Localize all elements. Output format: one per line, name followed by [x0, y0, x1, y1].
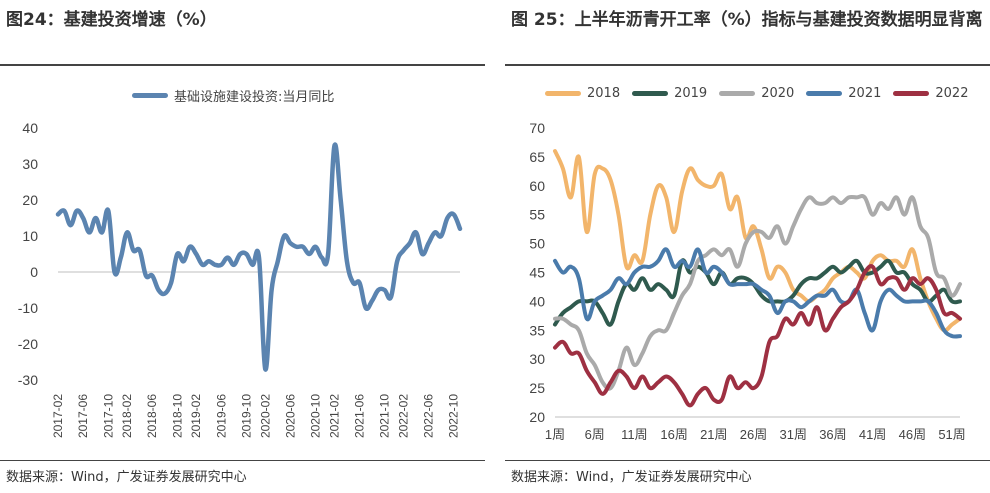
left-x-tick-label: 2018-02 [120, 394, 134, 438]
left-panel: 图24：基建投资增速（%） 基础设施建设投资:当月同比 40 30 20 10 0 -10… [0, 0, 485, 493]
left-x-tick-label: 2020-10 [309, 394, 323, 438]
right-x-tick-label: 31周 [780, 427, 807, 442]
right-y-tick-label: 70 [529, 120, 545, 136]
right-series-line-2022 [553, 264, 962, 408]
right-series-line-2019 [553, 258, 962, 327]
left-x-tick-label: 2018-10 [170, 394, 184, 438]
left-data-points [57, 145, 461, 370]
left-x-tick-label: 2022-10 [447, 394, 461, 438]
right-legend-swatch [719, 91, 756, 96]
right-panel: 图 25：上半年沥青开工率（%）指标与基建投资数据明显背离 2018 2019 20… [505, 0, 990, 493]
right-legend-label: 2018 [587, 86, 621, 101]
left-x-axis: 2017-02 2017-06 2017-10 2018-02 2018-06 2018-… [51, 394, 461, 438]
right-legend-label: 2022 [935, 86, 969, 101]
left-source: 数据来源：Wind，广发证券发展研究中心 [6, 470, 247, 485]
left-y-tick-label: 30 [22, 156, 38, 172]
right-legend-item: 2019 [632, 86, 707, 101]
left-y-tick-label: -30 [18, 372, 38, 388]
right-source-rule [505, 460, 990, 461]
right-y-tick-label: 55 [529, 207, 545, 223]
right-y-tick-label: 50 [529, 236, 545, 252]
right-x-axis: 1周 6周 11周 16周 21周 26周 31周 36周 41周 46周 51周 [545, 427, 966, 442]
left-y-tick-label: 0 [30, 264, 38, 280]
right-title-rule [505, 64, 990, 66]
right-x-tick-label: 46周 [899, 427, 926, 442]
right-source: 数据来源：Wind，广发证券发展研究中心 [511, 470, 752, 485]
left-x-tick-label: 2017-06 [76, 394, 90, 438]
left-x-tick-label: 2021-02 [327, 394, 341, 438]
left-y-tick-label: 40 [22, 120, 38, 136]
right-legend-label: 2020 [761, 86, 795, 101]
left-title-rule [0, 64, 485, 66]
right-legend-swatch [545, 91, 581, 96]
right-x-tick-label: 11周 [621, 427, 648, 442]
left-y-tick-label: 10 [22, 228, 38, 244]
right-y-tick-label: 30 [529, 351, 545, 367]
right-y-tick-label: 20 [529, 409, 545, 425]
right-y-tick-label: 60 [529, 178, 545, 194]
left-x-tick-label: 2019-06 [214, 394, 228, 438]
right-legend-swatch [632, 91, 669, 96]
left-x-tick-label: 2019-02 [189, 394, 203, 438]
right-y-axis: 70 65 60 55 50 45 40 35 30 25 20 [529, 120, 545, 425]
left-x-tick-label: 2019-10 [239, 394, 253, 438]
right-data-points-2022 [554, 266, 961, 406]
right-legend-swatch [893, 91, 930, 96]
right-legend-item: 2021 [806, 86, 881, 101]
right-x-tick-label: 16周 [660, 427, 687, 442]
right-x-tick-label: 41周 [859, 427, 886, 442]
left-x-tick-label: 2022-02 [396, 394, 410, 438]
left-y-tick-label: 20 [22, 192, 38, 208]
right-x-tick-label: 51周 [938, 427, 965, 442]
right-legend-swatch [806, 91, 843, 96]
left-x-tick-label: 2021-06 [353, 394, 367, 438]
right-legend-item: 2022 [893, 86, 968, 101]
left-y-tick-label: -20 [18, 336, 38, 352]
left-x-tick-label: 2020-06 [283, 394, 297, 438]
right-series-line-2021 [553, 247, 962, 339]
left-legend-label: 基础设施建设投资:当月同比 [174, 90, 335, 105]
left-x-tick-label: 2017-02 [51, 394, 65, 438]
left-figure-title: 图24：基建投资增速（%） [6, 10, 217, 30]
right-legend-item: 2020 [719, 86, 794, 101]
right-y-tick-label: 25 [529, 380, 545, 396]
left-y-tick-label: -10 [18, 300, 38, 316]
left-legend: 基础设施建设投资:当月同比 [132, 86, 346, 105]
right-legend-label: 2021 [848, 86, 882, 101]
left-x-tick-label: 2017-10 [101, 394, 115, 438]
right-y-tick-label: 40 [529, 293, 545, 309]
right-legend-item: 2018 [545, 86, 620, 101]
left-x-tick-label: 2022-06 [422, 394, 436, 438]
right-x-tick-label: 36周 [819, 427, 846, 442]
left-legend-item: 基础设施建设投资:当月同比 [132, 86, 334, 105]
right-legend-label: 2019 [674, 86, 708, 101]
left-series-line [55, 142, 463, 372]
right-series-line-2020 [553, 193, 962, 391]
right-x-tick-label: 26周 [740, 427, 767, 442]
left-y-axis: 40 30 20 10 0 -10 -20 -30 [18, 120, 38, 388]
right-x-tick-label: 6周 [585, 427, 605, 442]
right-y-tick-label: 35 [529, 322, 545, 338]
right-figure-title: 图 25：上半年沥青开工率（%）指标与基建投资数据明显背离 [511, 10, 983, 30]
right-data-points-2020 [554, 197, 961, 389]
left-source-rule [0, 460, 485, 461]
left-x-tick-label: 2020-02 [258, 394, 272, 438]
right-x-tick-label: 1周 [545, 427, 565, 442]
right-x-tick-label: 21周 [700, 427, 727, 442]
right-y-tick-label: 65 [529, 149, 545, 165]
left-x-tick-label: 2018-06 [145, 394, 159, 438]
right-y-tick-label: 45 [529, 265, 545, 281]
left-x-tick-label: 2021-10 [378, 394, 392, 438]
left-legend-swatch [132, 93, 168, 98]
right-legend: 2018 2019 2020 2021 2022 [545, 86, 980, 101]
